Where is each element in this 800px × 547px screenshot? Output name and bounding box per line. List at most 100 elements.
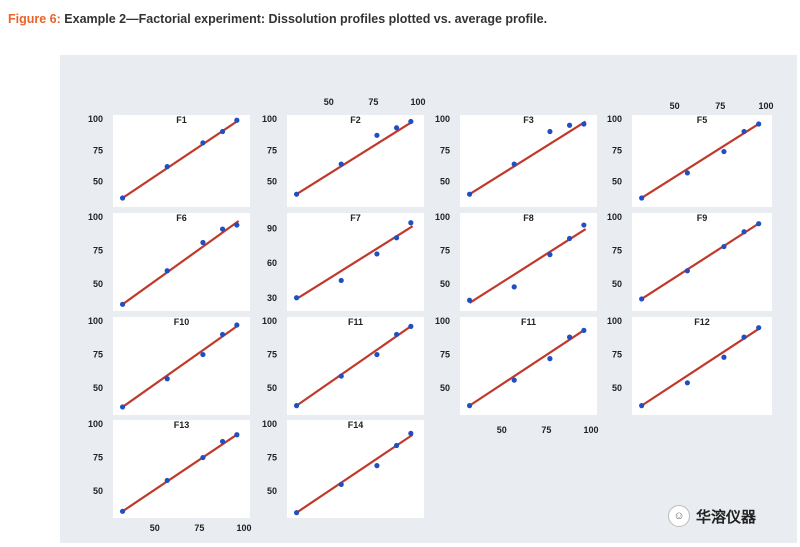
y-tick-label: 75 — [267, 145, 277, 155]
data-point — [408, 118, 414, 125]
y-tick-label: 50 — [440, 279, 450, 289]
panel-f12-11: F12 50 75 100 — [607, 316, 772, 415]
y-tick-label: 100 — [262, 316, 277, 326]
y-tick-label: 75 — [93, 145, 103, 155]
y-tick-label: 50 — [93, 486, 103, 496]
data-point — [721, 243, 727, 250]
y-tick-label: 50 — [267, 177, 277, 187]
y-tick-label: 100 — [88, 419, 103, 429]
data-point — [684, 268, 690, 274]
panel-f9-7: F9 50 75 100 — [607, 212, 772, 311]
top-x-tick-label: 100 — [410, 97, 425, 107]
data-point — [293, 191, 300, 197]
y-tick-label: 100 — [88, 114, 103, 124]
fit-line — [121, 432, 240, 513]
y-tick-label: 50 — [267, 383, 277, 393]
data-point — [408, 323, 414, 329]
top-x-tick-label: 100 — [758, 101, 773, 111]
data-point — [219, 226, 226, 232]
fit-line — [121, 220, 240, 306]
data-point — [639, 403, 645, 409]
y-tick-label: 75 — [440, 350, 450, 360]
watermark: ☺ 华溶仪器 — [668, 505, 756, 527]
data-point — [639, 195, 645, 201]
y-tick-label: 30 — [267, 293, 277, 303]
data-point — [119, 508, 126, 514]
panel-f11-10: F11 50 75 100 — [435, 316, 597, 415]
panel-f13-12: F13 50 75 100 — [88, 419, 250, 518]
data-point — [374, 251, 380, 257]
panel-f2-1: F2 50 75 100 — [262, 114, 424, 207]
data-point — [756, 221, 762, 227]
y-tick-label: 90 — [267, 224, 277, 234]
y-tick-label: 50 — [267, 486, 277, 496]
data-point — [393, 442, 400, 449]
y-tick-label: 100 — [435, 212, 450, 222]
panel-title: F13 — [174, 420, 190, 430]
fit-line — [641, 221, 762, 300]
y-tick-label: 100 — [88, 212, 103, 222]
y-tick-label: 60 — [267, 258, 277, 268]
y-tick-label: 75 — [440, 246, 450, 256]
data-point — [756, 121, 762, 127]
data-point — [293, 403, 300, 409]
top-x-tick-label: 75 — [368, 97, 378, 107]
data-point — [566, 235, 573, 242]
panel-background — [287, 115, 424, 207]
data-point — [741, 229, 747, 235]
data-point — [547, 356, 553, 362]
data-point — [374, 351, 380, 358]
fit-line — [295, 225, 414, 300]
fit-line — [641, 326, 762, 407]
top-x-tick-label: 75 — [715, 101, 725, 111]
data-point — [200, 140, 206, 146]
data-point — [338, 481, 344, 488]
y-tick-label: 75 — [93, 453, 103, 463]
panel-background — [113, 115, 250, 207]
data-point — [200, 454, 206, 461]
bottom-x-tick-label: 100 — [583, 425, 598, 435]
data-point — [374, 132, 380, 138]
data-point — [581, 222, 587, 228]
data-point — [684, 170, 690, 176]
panel-title: F11 — [348, 317, 363, 327]
y-tick-label: 75 — [93, 246, 103, 256]
data-point — [219, 438, 226, 445]
data-point — [119, 195, 126, 201]
y-tick-label: 75 — [612, 246, 622, 256]
panel-f11-9: F11 50 75 100 — [262, 316, 424, 415]
fit-line — [295, 324, 414, 407]
panel-f5-3: F5 50 75 100 — [607, 114, 772, 207]
data-point — [338, 373, 344, 379]
data-point — [581, 121, 587, 127]
data-point — [741, 334, 747, 340]
bottom-x-tick-label: 50 — [497, 425, 507, 435]
y-tick-label: 100 — [262, 114, 277, 124]
panel-f6-4: F6 50 75 100 — [88, 212, 250, 311]
data-point — [741, 128, 747, 135]
data-point — [234, 432, 240, 438]
panel-title: F8 — [523, 213, 534, 223]
panel-title: F7 — [350, 213, 361, 223]
bottom-x-tick-label: 75 — [194, 523, 204, 533]
fit-line — [468, 328, 587, 407]
data-point — [684, 380, 690, 386]
panel-title: F12 — [694, 317, 710, 327]
panel-background — [287, 420, 424, 518]
data-point — [338, 277, 344, 284]
panel-f1-0: F1 50 75 100 — [88, 114, 250, 207]
data-point — [511, 377, 517, 383]
data-point — [566, 334, 573, 340]
panel-f7-5: F7 30 60 90 — [267, 213, 424, 311]
wechat-icon: ☺ — [668, 505, 690, 527]
data-point — [511, 284, 517, 290]
panel-title: F10 — [174, 317, 190, 327]
data-point — [393, 125, 400, 131]
top-x-tick-label: 50 — [670, 101, 680, 111]
y-tick-label: 75 — [612, 145, 622, 155]
bottom-x-tick-label: 75 — [541, 425, 551, 435]
y-tick-label: 75 — [612, 350, 622, 360]
data-point — [234, 117, 240, 123]
data-point — [164, 268, 170, 274]
y-tick-label: 75 — [267, 350, 277, 360]
